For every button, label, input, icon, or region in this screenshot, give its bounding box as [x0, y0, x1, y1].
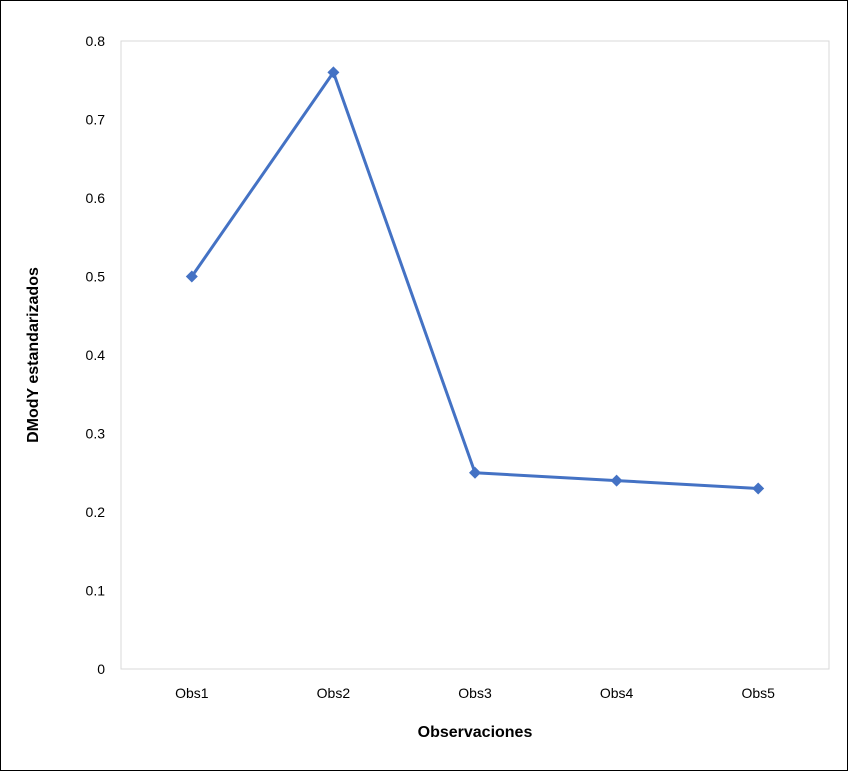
x-axis-ticks: Obs1 Obs2 Obs3 Obs4 Obs5: [175, 685, 775, 701]
x-tick-label: Obs5: [741, 685, 775, 701]
y-tick-label: 0.1: [86, 583, 106, 599]
y-tick-label: 0.2: [86, 504, 106, 520]
y-tick-label: 0.5: [86, 269, 106, 285]
plot-area: [120, 40, 830, 670]
x-axis-title: Observaciones: [418, 724, 533, 741]
x-tick-label: Obs2: [317, 685, 351, 701]
y-tick-label: 0.3: [86, 426, 106, 442]
y-axis-ticks: 0 0.1 0.2 0.3 0.4 0.5 0.6 0.7 0.8: [86, 33, 106, 677]
y-tick-label: 0.7: [86, 112, 106, 128]
x-tick-label: Obs4: [600, 685, 634, 701]
data-point-marker: [752, 482, 765, 495]
data-point-marker: [327, 66, 340, 79]
y-tick-label: 0.4: [86, 347, 106, 363]
series-layer: [185, 66, 765, 495]
y-tick-label: 0.8: [86, 33, 106, 49]
y-tick-label: 0: [97, 661, 105, 677]
data-point-marker: [610, 474, 623, 487]
y-tick-label: 0.6: [86, 190, 106, 206]
x-tick-label: Obs1: [175, 685, 209, 701]
y-axis-title: DModY estandarizados: [25, 267, 42, 443]
data-point-marker: [469, 466, 481, 479]
data-point-marker: [185, 270, 198, 283]
x-tick-label: Obs3: [458, 685, 492, 701]
